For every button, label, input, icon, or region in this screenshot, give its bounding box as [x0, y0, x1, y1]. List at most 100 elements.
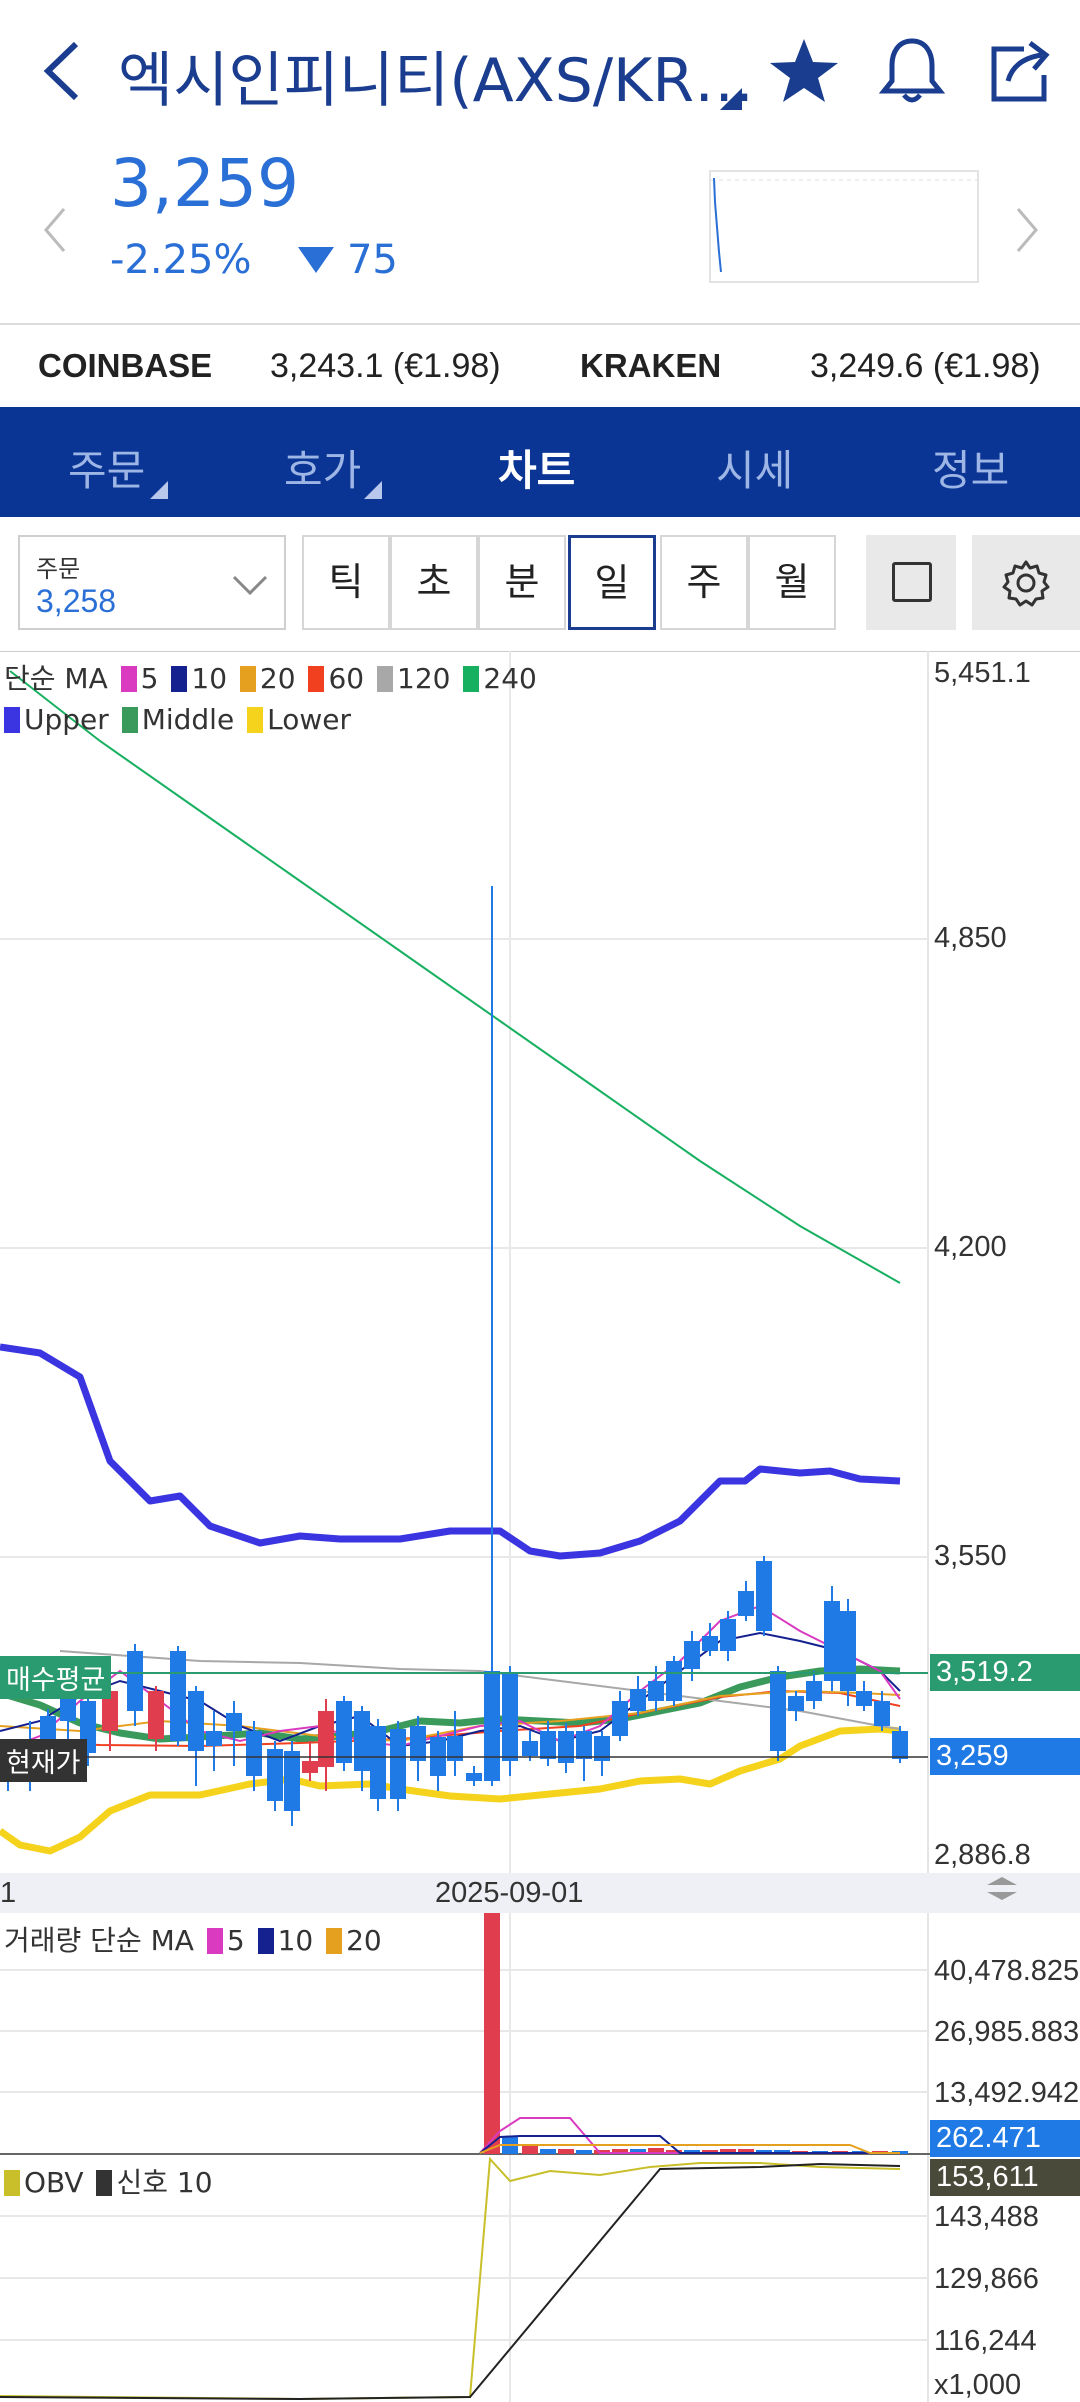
candle-body [390, 1729, 406, 1799]
legend-swatch [463, 666, 480, 692]
ma240-line [9, 670, 901, 1284]
candle-body [246, 1731, 262, 1776]
period-minute[interactable]: 분 [478, 535, 566, 630]
current-price: 3,259 [110, 145, 299, 222]
volume-bar [540, 2149, 556, 2154]
chevron-left-icon[interactable] [38, 38, 88, 104]
title-dropdown-icon[interactable] [720, 88, 742, 110]
volume-legend-title: 거래량 단순 MA [4, 1924, 194, 1957]
legend-item: Middle [141, 703, 235, 736]
candle-body [354, 1711, 370, 1771]
candle-body [702, 1636, 718, 1651]
next-coin-icon[interactable] [1012, 205, 1042, 255]
candle-body [284, 1751, 300, 1811]
candle-body [874, 1701, 890, 1726]
candle-body [558, 1731, 574, 1763]
obv-unit-label: x1,000 [934, 2369, 1022, 2401]
avg-price-value: 3,519.2 [930, 1654, 1080, 1691]
exchange-name: COINBASE [38, 347, 213, 384]
volume-axis-label: 40,478.825 [934, 1955, 1080, 1987]
fullscreen-button[interactable] [866, 535, 956, 630]
legend-item: OBV [24, 2166, 84, 2199]
prev-coin-icon[interactable] [40, 205, 70, 255]
candle-body [684, 1641, 700, 1669]
candle-body [648, 1681, 664, 1701]
candle-body [806, 1681, 822, 1701]
candle-body [127, 1651, 143, 1711]
period-month[interactable]: 월 [748, 535, 836, 630]
candle-body [522, 1741, 538, 1756]
bb-legend[interactable]: Upper Middle Lower [4, 703, 351, 736]
candle-body [612, 1701, 628, 1736]
legend-swatch [171, 666, 188, 692]
bell-icon[interactable] [876, 35, 948, 107]
current-price-value: 3,259 [930, 1738, 1080, 1775]
main-tabs: 주문 호가 차트 시세 정보 [0, 407, 1080, 517]
down-triangle-icon [298, 247, 335, 273]
ma-legend[interactable]: 단순 MA 5 10 20 60 120 240 [4, 657, 537, 697]
order-select-label: 주문 [36, 555, 81, 583]
tab-orderbook[interactable]: 호가 [284, 446, 362, 495]
candle-body [540, 1731, 556, 1759]
page-title[interactable]: 엑시인피니티(AXS/KR… [118, 46, 755, 116]
exchange-name: KRAKEN [580, 347, 722, 384]
obv-axis-label: 129,866 [934, 2263, 1039, 2295]
price-axis-label: 4,200 [934, 1231, 1007, 1263]
candle-body [788, 1696, 804, 1711]
volume-bar [558, 2149, 574, 2154]
candle-body [466, 1773, 482, 1781]
volume-bar [630, 2149, 646, 2154]
exchange-prices: COINBASE 3,243.1 (€1.98) KRAKEN 3,249.6 … [0, 323, 1080, 407]
obv-axis-label: 143,488 [934, 2201, 1039, 2233]
volume-legend[interactable]: 거래량 단순 MA 5 10 20 [4, 1919, 382, 1959]
vol-ma10-line [479, 2135, 900, 2154]
square-icon [892, 562, 932, 602]
legend-swatch [4, 707, 20, 733]
candles [0, 886, 908, 1826]
legend-item: Lower [267, 703, 351, 736]
exchange-value: 3,243.1 (€1.98) [270, 347, 501, 385]
legend-swatch [96, 2170, 113, 2196]
candlestick-chart[interactable]: 단순 MA 5 10 20 60 120 240 Upper Middle Lo… [0, 650, 1080, 2402]
volume-axis-label: 26,985.883 [934, 2016, 1080, 2048]
legend-swatch [239, 666, 256, 692]
bb-upper-line [0, 1343, 901, 1560]
candle-body [720, 1619, 736, 1651]
period-second[interactable]: 초 [390, 535, 478, 630]
tab-market[interactable]: 시세 [716, 446, 794, 495]
settings-button[interactable] [972, 535, 1080, 630]
legend-item: 10 [277, 1924, 314, 1957]
gear-icon [1002, 560, 1050, 607]
candle-body [892, 1731, 908, 1759]
tab-chart[interactable]: 차트 [498, 446, 576, 495]
period-week[interactable]: 주 [660, 535, 748, 630]
price-axis-label: 4,850 [934, 922, 1007, 954]
vol-ma20-line [479, 2144, 900, 2154]
candle-body [770, 1671, 786, 1751]
obv-legend[interactable]: OBV 신호 10 [4, 2161, 213, 2201]
date-axis-label: 2025-09-01 [435, 1877, 584, 1909]
ma-legend-title: 단순 MA [4, 662, 108, 695]
legend-item: 60 [328, 662, 365, 695]
volume-axis-label: 13,492.942 [934, 2077, 1080, 2109]
tab-dropdown-icon [364, 481, 382, 499]
order-select[interactable]: 주문 3,258 [18, 535, 286, 630]
star-icon[interactable] [768, 35, 840, 107]
volume-current-value: 262.471 [930, 2120, 1080, 2157]
obv-axis-label: 116,244 [934, 2325, 1037, 2357]
period-day[interactable]: 일 [568, 535, 656, 630]
chart-canvas[interactable] [0, 650, 1080, 2402]
bb-lower-line [0, 1725, 901, 1855]
obv-current-value: 153,611 [930, 2159, 1080, 2196]
volume-bar [648, 2148, 664, 2154]
tab-info[interactable]: 정보 [932, 446, 1010, 495]
vol-ma5-line [479, 2117, 900, 2154]
avg-price-tag: 매수평균 [0, 1656, 112, 1699]
period-tick[interactable]: 틱 [302, 535, 390, 630]
volume-bar [576, 2150, 592, 2154]
tab-order[interactable]: 주문 [68, 446, 146, 495]
share-icon[interactable] [984, 35, 1056, 107]
legend-item: 10 [191, 662, 228, 695]
candle-body [170, 1651, 186, 1741]
candle-body [226, 1713, 242, 1731]
